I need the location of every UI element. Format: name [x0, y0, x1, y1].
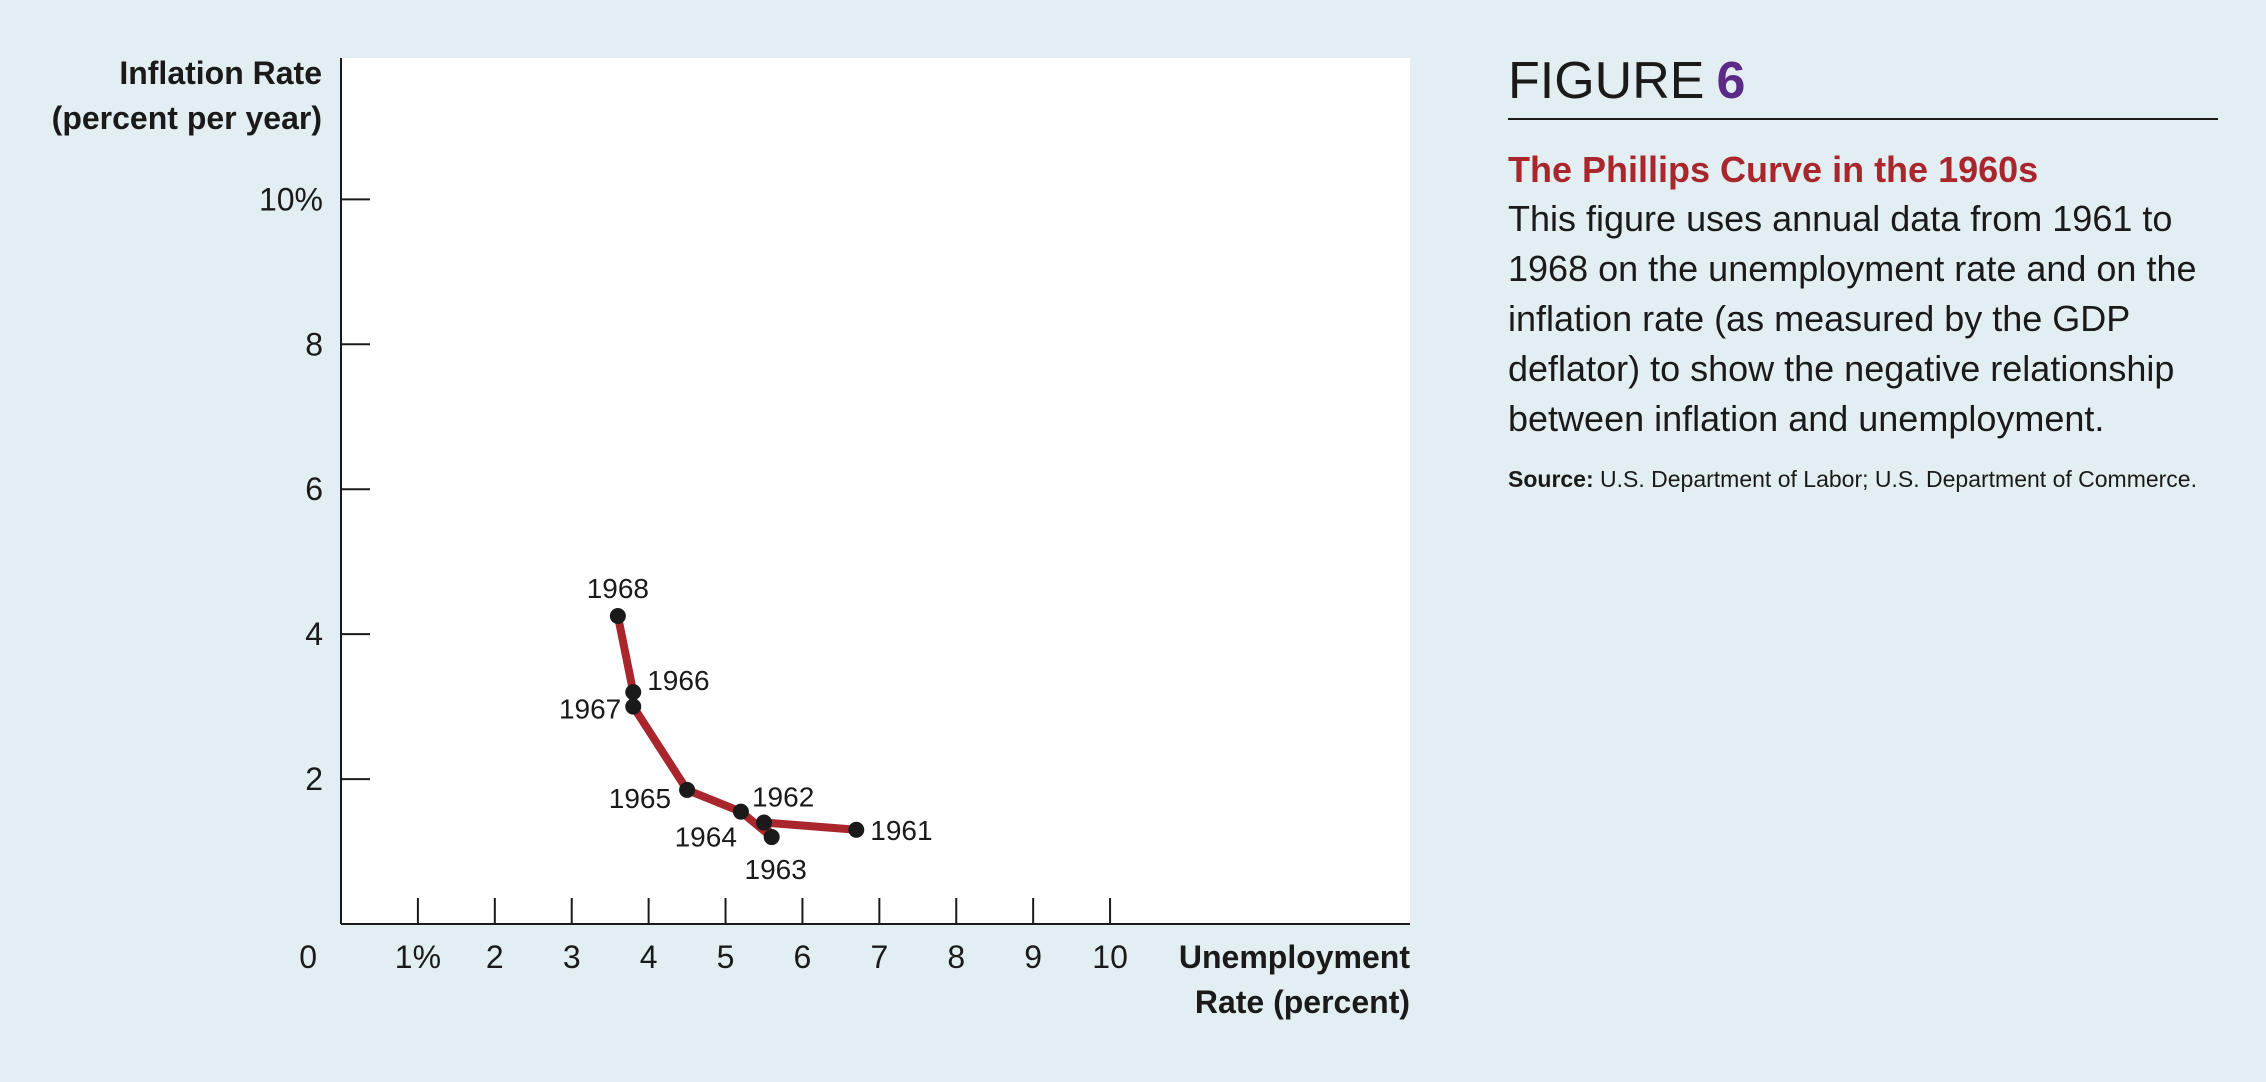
y-tick-label: 8 [305, 326, 323, 362]
x-tick-label: 2 [486, 939, 504, 975]
data-point-1961 [848, 821, 865, 838]
point-label-1961: 1961 [870, 815, 932, 846]
axis-titles: Inflation Rate (percent per year) Unemploy… [52, 55, 1411, 1020]
data-point-1962 [755, 814, 772, 831]
point-label-1967: 1967 [559, 694, 621, 725]
x-tick-label: 10 [1092, 939, 1128, 975]
phillips-curve-chart: 1% 2 3 4 5 6 7 8 9 10 0 2 4 6 8 10% Inflation Rate (perc… [52, 55, 1411, 1020]
y-tick-label: 2 [305, 761, 323, 797]
figure-number: 6 [1716, 52, 1746, 110]
x-axis-title-line: Rate (percent) [1195, 984, 1410, 1020]
tick-marks [341, 198, 1112, 924]
x-tick-label: 9 [1024, 939, 1042, 975]
y-axis-title-line: (percent per year) [52, 100, 322, 136]
data-point-1967 [625, 698, 642, 715]
x-tick-label: 1% [395, 939, 441, 975]
data-point-1964 [732, 803, 749, 820]
source-text: U.S. Department of Labor; U.S. Departmen… [1600, 466, 2197, 492]
point-label-1963: 1963 [745, 854, 807, 885]
point-label-1964: 1964 [675, 822, 737, 853]
point-label-1966: 1966 [647, 665, 709, 696]
y-tick-label: 4 [305, 616, 323, 652]
tick-labels: 1% 2 3 4 5 6 7 8 9 10 0 2 4 6 8 10% [259, 181, 1128, 975]
data-point-1968 [609, 608, 626, 625]
point-label-1965: 1965 [609, 783, 671, 814]
figure-source: Source: U.S. Department of Labor; U.S. D… [1508, 464, 2218, 494]
y-axis-title-line: Inflation Rate [119, 55, 322, 91]
y-tick-label: 6 [305, 471, 323, 507]
figure-title: The Phillips Curve in the 1960s [1508, 149, 2039, 190]
data-point-1966 [625, 684, 642, 701]
x-tick-label: 5 [717, 939, 735, 975]
data-points [609, 608, 865, 846]
figure-caption-panel: FIGURE 6 The Phillips Curve in the 1960s … [1508, 48, 2218, 494]
x-axis-title-line: Unemployment [1179, 939, 1410, 975]
heading-divider [1508, 118, 2218, 120]
data-point-1963 [763, 829, 780, 846]
figure-label: FIGURE [1508, 52, 1705, 110]
x-origin-label: 0 [299, 939, 317, 975]
source-label: Source: [1508, 466, 1594, 492]
x-tick-label: 3 [563, 939, 581, 975]
x-tick-label: 8 [947, 939, 965, 975]
y-tick-label: 10% [259, 181, 323, 217]
figure-description: This figure uses annual data from 1961 t… [1508, 198, 2197, 439]
point-label-1968: 1968 [587, 573, 649, 604]
x-tick-label: 6 [794, 939, 812, 975]
x-tick-label: 7 [870, 939, 888, 975]
figure-heading: FIGURE 6 [1508, 48, 2218, 114]
point-label-1962: 1962 [752, 782, 814, 813]
plot-area [341, 58, 1410, 924]
x-tick-label: 4 [640, 939, 658, 975]
data-point-1965 [679, 781, 696, 798]
